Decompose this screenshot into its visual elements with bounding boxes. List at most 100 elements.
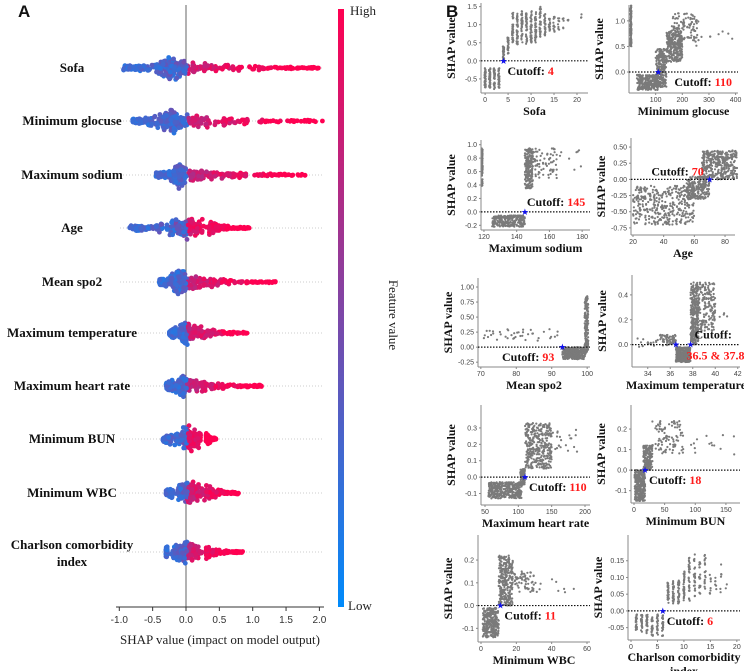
- beeswarm-point: [215, 282, 221, 288]
- scatter-point: [533, 16, 537, 19]
- beeswarm-point: [192, 383, 198, 388]
- scatter-point: [539, 35, 542, 38]
- x-tick-label: 1.0: [246, 615, 260, 626]
- beeswarm-point: [203, 121, 209, 127]
- beeswarm-point: [203, 552, 209, 558]
- scatter-point: [492, 82, 495, 86]
- beeswarm-point: [169, 107, 175, 113]
- beeswarm-point: [219, 66, 225, 72]
- scatter-point: [640, 87, 643, 91]
- beeswarm-point: [313, 119, 318, 125]
- beeswarm-point: [210, 331, 215, 336]
- beeswarm-row: [127, 216, 252, 242]
- beeswarm-point: [214, 490, 219, 495]
- row-gridlines: [120, 67, 322, 553]
- y-tick-label: 1.5: [467, 4, 477, 11]
- beeswarm-point: [180, 482, 185, 488]
- scatter-point: [657, 62, 661, 65]
- beeswarm-point: [320, 118, 325, 124]
- beeswarm-point: [261, 65, 266, 71]
- beeswarm-point: [238, 280, 244, 286]
- beeswarm-point: [145, 67, 151, 73]
- cutoff-prefix: Cutoff:: [508, 64, 548, 78]
- beeswarm-point: [153, 224, 159, 230]
- beeswarm-point: [225, 382, 231, 388]
- beeswarm-point: [158, 66, 164, 71]
- beeswarm-point: [177, 379, 182, 384]
- scatter-point: [539, 27, 542, 30]
- beeswarm-point: [189, 557, 195, 562]
- beeswarm-point: [160, 61, 166, 67]
- beeswarm-point: [130, 118, 136, 124]
- scatter-point: [644, 76, 647, 79]
- beeswarm-point: [197, 285, 202, 290]
- beeswarm-point: [169, 495, 175, 501]
- scatter-point: [539, 6, 542, 9]
- x-axis-label: SHAP value (impact on model output): [120, 632, 320, 647]
- beeswarm-point: [164, 222, 170, 228]
- scatter-point: [648, 84, 651, 87]
- beeswarm-point: [163, 491, 169, 497]
- beeswarm-point: [162, 72, 167, 77]
- scatter-point: [493, 75, 496, 78]
- beeswarm-point: [198, 324, 204, 329]
- scatter-point: [643, 83, 646, 86]
- scatter-point: [516, 18, 519, 21]
- beeswarm-point: [171, 56, 177, 62]
- beeswarm-row: [163, 373, 264, 400]
- beeswarm-point: [191, 118, 196, 123]
- beeswarm-point: [214, 331, 220, 337]
- beeswarm-point: [166, 435, 172, 440]
- beeswarm-point: [202, 281, 207, 287]
- beeswarm-point: [181, 285, 187, 290]
- beeswarm-point: [190, 65, 196, 71]
- scatter-point: [525, 35, 528, 38]
- beeswarm-point: [181, 229, 187, 235]
- scatter-point: [511, 30, 514, 34]
- beeswarm-point: [175, 163, 180, 169]
- scatter-point: [662, 74, 665, 77]
- scatter-point: [650, 87, 653, 90]
- scatter-point: [635, 73, 639, 77]
- beeswarm-point: [304, 65, 310, 71]
- beeswarm-point: [207, 224, 212, 230]
- beeswarm-point: [269, 280, 275, 285]
- beeswarm-point: [258, 172, 264, 178]
- scatter-point: [629, 25, 633, 28]
- beeswarm-point: [162, 281, 167, 287]
- x-tick-label: -1.0: [111, 615, 129, 626]
- beeswarm-point: [203, 547, 209, 553]
- beeswarm-point: [159, 222, 165, 227]
- scatter-point: [664, 74, 668, 78]
- scatter-point: [511, 36, 514, 39]
- scatter-point: [516, 14, 519, 17]
- scatter-point: [543, 14, 546, 17]
- beeswarm-point: [170, 232, 176, 238]
- scatter-point: [656, 48, 659, 51]
- scatter-point: [530, 10, 533, 14]
- beeswarm-point: [182, 560, 188, 566]
- beeswarm-point: [292, 118, 298, 124]
- beeswarm-point: [155, 125, 161, 131]
- beeswarm-point: [270, 118, 276, 124]
- beeswarm-point: [159, 172, 165, 178]
- beeswarm-point: [126, 65, 132, 71]
- beeswarm-point: [221, 116, 227, 121]
- beeswarm-point: [172, 328, 178, 334]
- scatter-point: [651, 76, 654, 79]
- scatter-point: [580, 13, 583, 16]
- scatter-point: [526, 28, 529, 31]
- scatter-point: [511, 12, 514, 15]
- scatter-point: [529, 25, 532, 28]
- beeswarm-point: [185, 222, 191, 228]
- beeswarm-point: [234, 66, 240, 71]
- scatter-point: [539, 20, 542, 23]
- beeswarm-point: [186, 115, 192, 121]
- scatter-point: [520, 10, 523, 13]
- beeswarm-point: [220, 490, 226, 496]
- beeswarm-point: [212, 173, 218, 179]
- beeswarm-point: [138, 225, 144, 231]
- beeswarm-point: [278, 171, 283, 177]
- beeswarm-point: [199, 549, 205, 555]
